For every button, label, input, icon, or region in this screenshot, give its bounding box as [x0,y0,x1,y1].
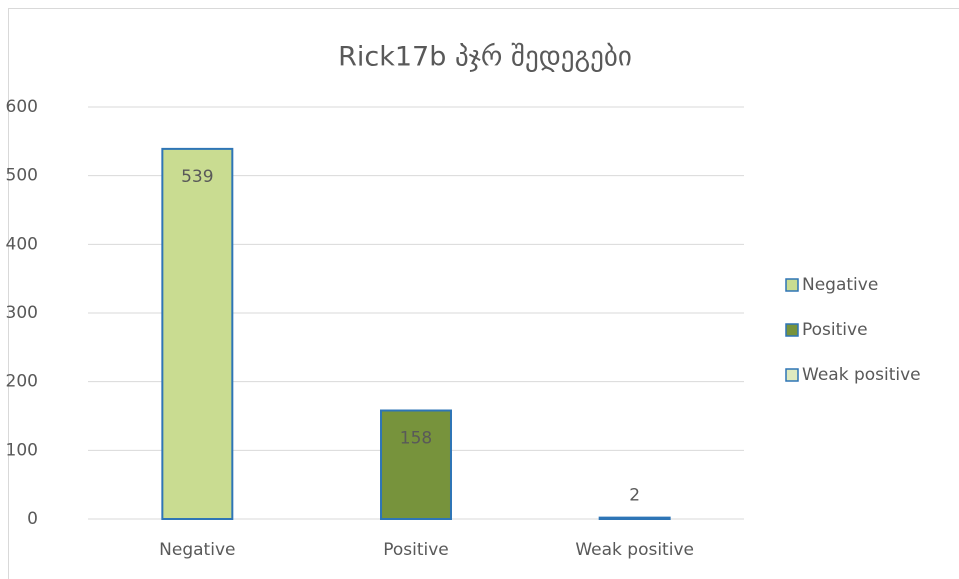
legend-swatch [785,323,799,337]
data-label: 158 [400,429,432,449]
y-tick-label: 600 [6,97,38,117]
x-tick-label: Positive [383,540,449,560]
chart-title: Rick17b პჯრ შედეგები [338,42,632,73]
data-label: 2 [629,486,640,506]
bar [598,516,671,520]
bar [380,409,452,520]
x-tick-label: Weak positive [575,540,694,560]
legend-swatch [785,278,799,292]
legend-label: Negative [802,275,878,295]
y-tick-label: 400 [6,234,38,254]
y-tick-label: 0 [27,509,38,529]
x-tick-label: Negative [159,540,235,560]
y-tick-label: 300 [6,303,38,323]
y-tick-label: 100 [6,440,38,460]
legend-label: Positive [802,320,868,340]
legend-swatch [785,368,799,382]
y-tick-label: 500 [6,166,38,186]
y-tick-label: 200 [6,372,38,392]
bar [161,147,234,521]
legend-label: Weak positive [802,365,921,385]
data-label: 539 [181,167,213,187]
